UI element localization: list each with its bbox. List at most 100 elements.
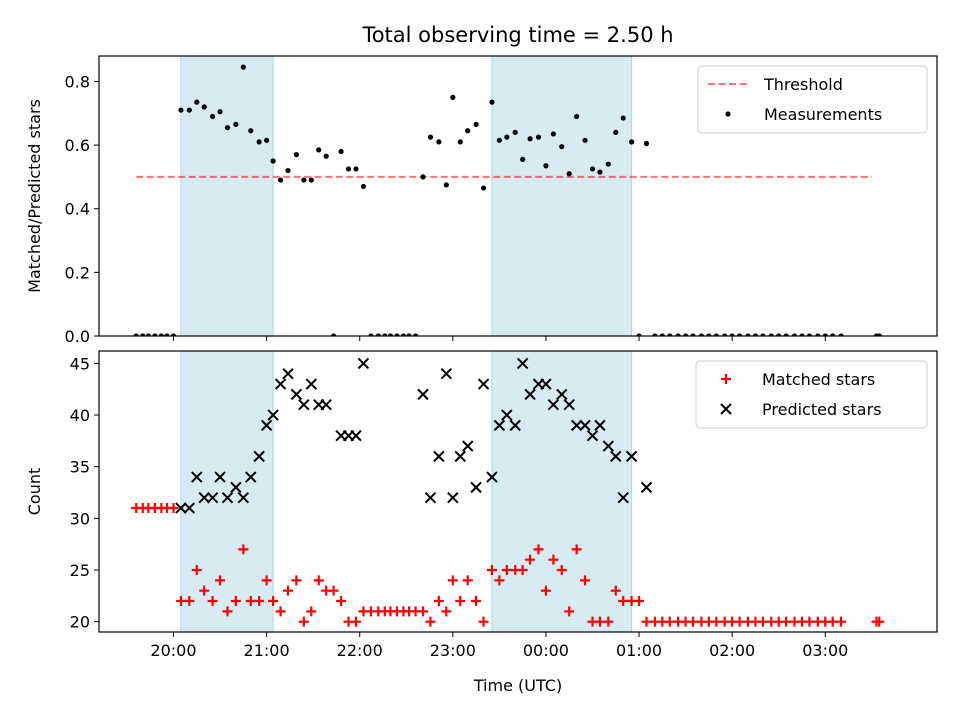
data-point: [486, 565, 497, 576]
data-point: [462, 575, 473, 586]
data-point: [830, 333, 836, 336]
data-point: [427, 134, 434, 140]
data-point: [620, 115, 626, 121]
data-point: [214, 471, 226, 483]
data-point: [274, 378, 287, 390]
data-point: [524, 388, 536, 401]
data-point: [711, 616, 722, 627]
data-point: [331, 333, 337, 336]
x-tick-label: 03:00: [802, 641, 848, 660]
data-point: [516, 357, 529, 370]
data-point: [543, 163, 549, 169]
data-point: [170, 333, 177, 336]
data-point: [628, 139, 635, 145]
x-tick-label: 20:00: [150, 641, 196, 660]
data-point: [282, 368, 294, 380]
y-tick-label: 25: [70, 561, 90, 580]
data-point: [752, 333, 759, 336]
data-point: [194, 99, 200, 105]
data-point: [412, 333, 419, 336]
data-point: [425, 616, 436, 627]
data-point: [350, 430, 362, 442]
data-point: [745, 333, 751, 336]
data-point: [455, 596, 466, 607]
data-point: [675, 333, 681, 336]
data-point: [268, 596, 279, 607]
data-point: [261, 575, 272, 586]
x-tick-label: 00:00: [523, 641, 569, 660]
data-point: [298, 616, 309, 627]
data-point: [198, 491, 210, 504]
data-point: [473, 121, 479, 128]
data-point: [375, 333, 381, 336]
data-point: [605, 161, 611, 167]
x-axis-label: Time (UTC): [473, 676, 562, 695]
data-point: [876, 333, 882, 336]
data-point: [133, 333, 139, 336]
data-point: [760, 333, 766, 336]
data-point: [207, 596, 218, 607]
data-point: [353, 166, 359, 172]
data-point: [570, 419, 583, 432]
data-point: [320, 399, 332, 411]
data-point: [323, 153, 329, 159]
data-point: [634, 596, 645, 607]
x-tick-label: 23:00: [430, 641, 476, 660]
data-point: [406, 333, 412, 336]
legend-box: [697, 65, 928, 134]
data-point: [527, 136, 533, 142]
data-point: [338, 148, 344, 155]
data-point: [486, 471, 498, 483]
data-point: [556, 565, 567, 576]
data-point: [305, 378, 318, 390]
data-point: [602, 440, 615, 452]
x-tick-label: 02:00: [709, 641, 755, 660]
data-point: [433, 450, 445, 463]
data-point: [254, 596, 265, 607]
data-point: [164, 333, 170, 336]
y-tick-label: 0.0: [65, 327, 90, 346]
data-point: [574, 113, 580, 120]
data-point: [478, 616, 489, 627]
data-point: [586, 430, 599, 442]
data-point: [316, 147, 322, 153]
shaded-band-0: [180, 351, 274, 632]
y-tick-label: 0.8: [65, 72, 90, 91]
data-point: [706, 333, 712, 336]
data-point: [729, 333, 735, 336]
data-point: [417, 388, 429, 401]
data-point: [734, 616, 745, 627]
data-point: [450, 94, 456, 100]
data-point: [683, 333, 689, 336]
data-point: [382, 333, 388, 336]
data-point: [158, 333, 164, 336]
data-point: [199, 585, 210, 596]
data-point: [301, 177, 307, 183]
data-point: [597, 169, 603, 175]
data-point: [838, 333, 844, 336]
data-point: [152, 333, 158, 336]
y-tick-label: 35: [70, 458, 90, 477]
data-point: [345, 166, 352, 172]
data-point: [140, 333, 146, 336]
bottom-panel: 20 25 30 35 40 45 20:00 21:00 22:00 23:00 00:00 01:…: [25, 350, 938, 695]
data-point: [441, 606, 452, 617]
data-point: [298, 399, 310, 411]
legend-box: [695, 360, 928, 429]
data-point: [827, 616, 838, 627]
y-tick-label: 20: [70, 613, 90, 632]
data-point: [457, 139, 463, 145]
data-point: [571, 544, 582, 555]
data-point: [618, 596, 629, 607]
data-point: [652, 333, 658, 336]
data-point: [175, 502, 187, 514]
data-point: [209, 113, 216, 120]
data-point: [368, 333, 374, 336]
data-point: [293, 152, 299, 158]
data-point: [436, 139, 442, 145]
data-point: [594, 419, 606, 432]
data-point: [224, 124, 231, 131]
y-tick-label: 30: [70, 509, 90, 528]
data-point: [306, 606, 317, 617]
data-point: [360, 183, 367, 190]
